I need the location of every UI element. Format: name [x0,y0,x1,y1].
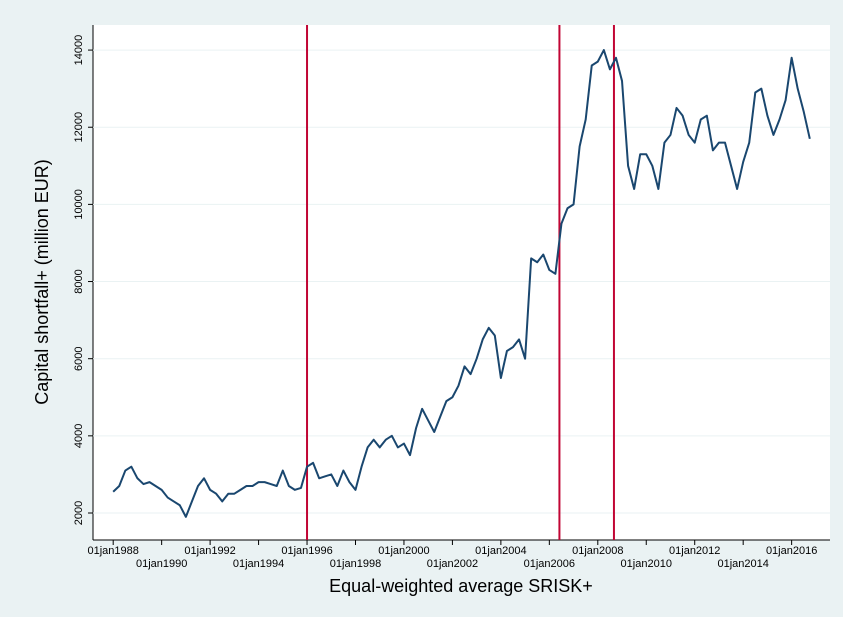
x-tick-label: 01jan1990 [136,558,187,570]
x-tick-label: 01jan2016 [766,545,817,557]
y-tick-label: 8000 [73,269,85,293]
x-axis-title: Equal-weighted average SRISK+ [329,576,593,596]
data-line [112,49,811,518]
x-tick-label: 01jan2004 [475,545,526,557]
y-tick-label: 4000 [73,424,85,448]
y-tick-label: 10000 [73,189,85,220]
y-axis-title: Capital shortfall+ (million EUR) [32,159,52,405]
x-tick-label: 01jan2012 [669,545,720,557]
x-tick-label: 01jan1994 [233,558,284,570]
x-tick-label: 01jan2008 [572,545,623,557]
x-tick-label: 01jan2000 [378,545,429,557]
x-tick-label: 01jan1998 [330,558,381,570]
x-tick-label: 01jan2002 [427,558,478,570]
x-tick-label: 01jan2006 [524,558,575,570]
y-tick-label: 14000 [73,35,85,66]
x-tick-label: 01jan1988 [87,545,138,557]
y-tick-label: 2000 [73,501,85,525]
x-tick-label: 01jan1996 [281,545,332,557]
plot-area [93,25,830,540]
y-tick-label: 6000 [73,346,85,370]
x-tick-label: 01jan1992 [184,545,235,557]
x-tick-label: 01jan2014 [717,558,768,570]
y-tick-label: 12000 [73,112,85,143]
x-tick-label: 01jan2010 [621,558,672,570]
